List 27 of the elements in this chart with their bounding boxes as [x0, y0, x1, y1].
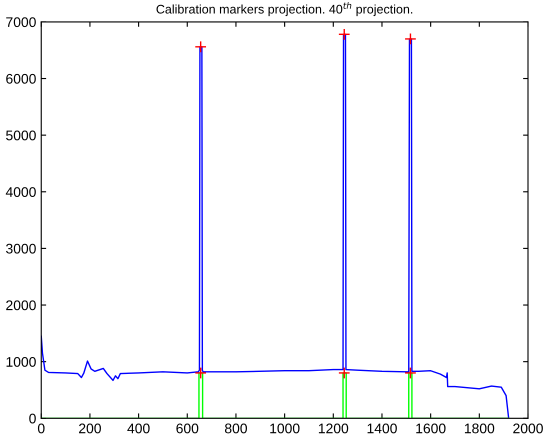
x-tick-label: 1400	[368, 424, 397, 434]
x-tick-label: 2000	[513, 424, 543, 434]
y-tick-label: 7000	[6, 17, 36, 28]
y-tick-label: 0	[29, 414, 36, 424]
y-tick-label: 1000	[6, 356, 36, 367]
x-tick-label: 1000	[270, 424, 300, 434]
chart-title: Calibration markers projection. 40$^{th}$ projection.	[156, 2, 412, 16]
x-tick-label: 1600	[416, 424, 446, 434]
y-tick-label: 4000	[6, 187, 36, 197]
x-tick-label: 1800	[464, 424, 494, 434]
point	[194, 366, 207, 380]
x-tick-label: 600	[176, 424, 198, 434]
y-tick-label: 2000	[6, 300, 36, 310]
x-tick-label: 200	[79, 424, 101, 434]
point	[338, 28, 350, 40]
x-tick-label: 800	[224, 424, 247, 434]
y-tick-label: 6000	[6, 74, 36, 84]
x-tick-label: 400	[127, 424, 150, 434]
point	[404, 32, 417, 45]
point	[338, 366, 350, 380]
x-tick-label: 1200	[318, 424, 348, 434]
y-tick-label: 3000	[6, 244, 36, 254]
point	[404, 366, 417, 380]
y-tick-label: 5000	[6, 130, 36, 140]
point	[194, 40, 207, 53]
line-series	[41, 34, 510, 418]
x-tick-label: 0	[38, 424, 45, 434]
